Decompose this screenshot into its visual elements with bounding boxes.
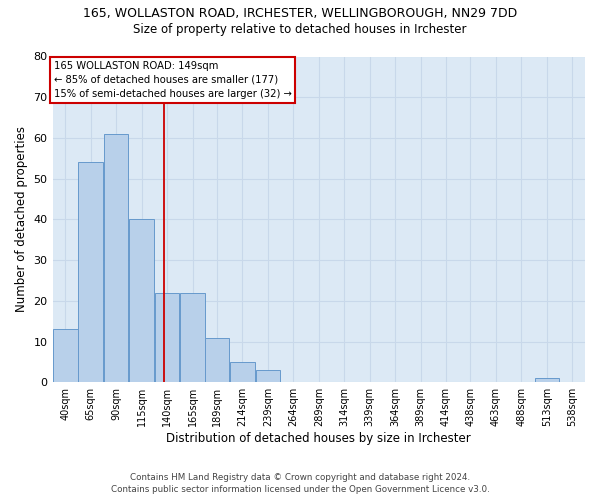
X-axis label: Distribution of detached houses by size in Irchester: Distribution of detached houses by size …	[166, 432, 471, 445]
Text: 165, WOLLASTON ROAD, IRCHESTER, WELLINGBOROUGH, NN29 7DD: 165, WOLLASTON ROAD, IRCHESTER, WELLINGB…	[83, 8, 517, 20]
Bar	[205, 338, 229, 382]
Text: 165 WOLLASTON ROAD: 149sqm
← 85% of detached houses are smaller (177)
15% of sem: 165 WOLLASTON ROAD: 149sqm ← 85% of deta…	[53, 60, 292, 98]
Text: Size of property relative to detached houses in Irchester: Size of property relative to detached ho…	[133, 22, 467, 36]
Text: Contains HM Land Registry data © Crown copyright and database right 2024.
Contai: Contains HM Land Registry data © Crown c…	[110, 472, 490, 494]
Bar	[256, 370, 280, 382]
Y-axis label: Number of detached properties: Number of detached properties	[15, 126, 28, 312]
Bar	[79, 162, 103, 382]
Bar	[230, 362, 255, 382]
Bar	[130, 220, 154, 382]
Bar	[53, 330, 77, 382]
Bar	[180, 292, 205, 382]
Bar	[155, 292, 179, 382]
Bar	[104, 134, 128, 382]
Bar	[535, 378, 559, 382]
